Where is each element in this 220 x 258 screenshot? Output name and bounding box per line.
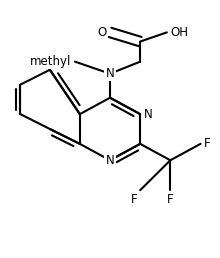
Text: O: O <box>97 26 107 39</box>
Text: N: N <box>143 108 152 121</box>
Text: N: N <box>106 154 114 167</box>
Text: OH: OH <box>170 26 188 39</box>
Text: F: F <box>167 194 174 206</box>
Text: methyl: methyl <box>30 55 72 68</box>
Text: F: F <box>131 194 138 206</box>
Text: N: N <box>106 67 114 80</box>
Text: F: F <box>204 137 210 150</box>
